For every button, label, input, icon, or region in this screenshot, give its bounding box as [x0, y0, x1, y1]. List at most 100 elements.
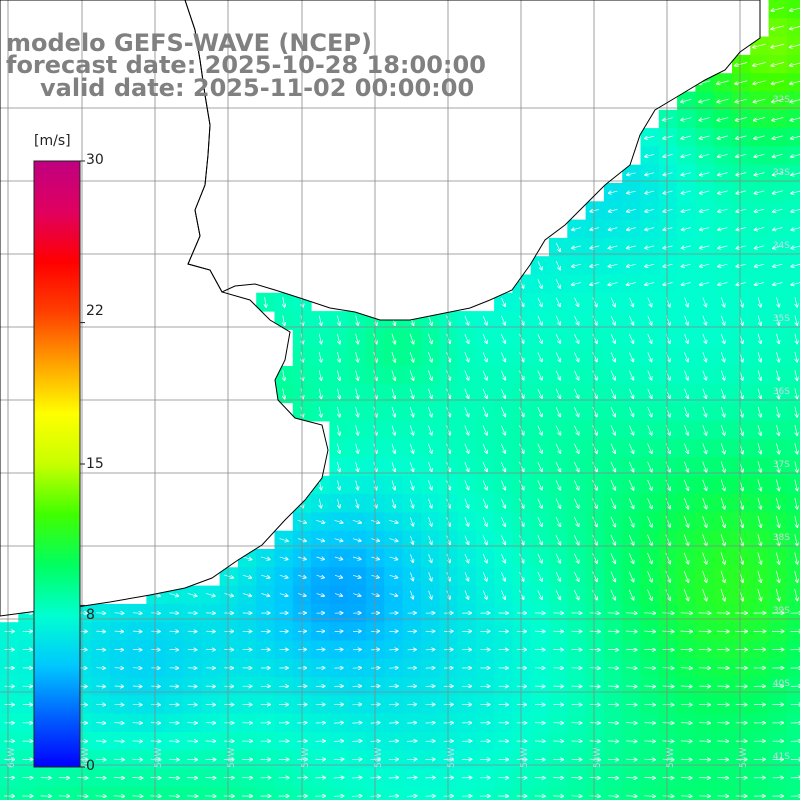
wind-vector — [644, 631, 655, 632]
wind-vector — [626, 796, 637, 797]
wind-vector — [680, 796, 692, 797]
wind-vector — [607, 778, 618, 779]
speed-cell — [402, 786, 422, 800]
wind-vector — [662, 723, 674, 724]
wind-vector — [389, 668, 398, 669]
wind-vector — [589, 668, 600, 669]
wind-vector — [626, 704, 636, 705]
wind-vector — [114, 686, 124, 687]
wind-vector — [132, 686, 142, 687]
wind-vector — [132, 704, 142, 705]
lon-label: 59W — [154, 748, 164, 768]
wind-vector — [680, 723, 692, 724]
speed-cell — [567, 786, 587, 800]
wind-vector — [680, 686, 692, 687]
wind-vector — [625, 613, 637, 614]
speed-cell — [695, 786, 715, 800]
colorbar-tick-15: 15 — [86, 456, 104, 472]
lon-label: 54W — [520, 748, 530, 768]
wind-vector — [333, 741, 343, 742]
speed-cell — [732, 786, 751, 800]
wind-vector — [589, 704, 600, 705]
wind-vector — [644, 686, 655, 687]
speed-cell — [457, 786, 477, 800]
speed-cell — [750, 786, 770, 800]
wind-vector — [113, 796, 124, 797]
wind-vector — [626, 723, 636, 724]
wind-vector — [626, 668, 637, 669]
wind-vector — [388, 796, 399, 797]
wind-vector — [351, 796, 362, 797]
wind-vector — [95, 796, 106, 797]
wind-vector — [680, 668, 692, 669]
speed-cell — [164, 786, 184, 800]
wind-vector — [589, 631, 600, 632]
wind-vector — [589, 649, 600, 650]
lat-label: 36S — [773, 387, 790, 397]
wind-vector — [168, 759, 179, 760]
wind-vector — [132, 613, 142, 614]
speed-cell — [347, 786, 367, 800]
wind-vector — [96, 686, 105, 687]
wind-vector — [132, 759, 142, 760]
speed-cell — [91, 786, 111, 800]
wind-vector — [388, 704, 398, 705]
wind-vector — [133, 668, 141, 669]
lat-label: 39S — [773, 606, 790, 616]
wind-vector — [662, 613, 673, 614]
wind-vector — [389, 649, 397, 650]
wind-vector — [389, 686, 398, 687]
colorbar-tick-30: 30 — [86, 152, 104, 168]
speed-cell — [786, 0, 800, 19]
wind-vector — [95, 759, 106, 760]
wind-vector — [352, 704, 362, 705]
wind-vector — [644, 649, 655, 650]
speed-cell — [549, 786, 568, 800]
speed-cell — [786, 347, 800, 367]
speed-cell — [786, 183, 800, 202]
wind-vector — [644, 723, 655, 724]
wind-vector — [680, 778, 692, 779]
speed-cell — [256, 786, 275, 800]
speed-cell — [329, 786, 349, 800]
wind-vector — [95, 741, 106, 742]
wind-vector — [96, 704, 105, 705]
wind-vector — [96, 649, 105, 650]
speed-cell — [713, 786, 733, 800]
lon-label: 52W — [666, 748, 676, 768]
wind-vector — [680, 759, 692, 760]
speed-cell — [786, 292, 800, 312]
wind-vector — [114, 741, 124, 742]
wind-vector — [607, 723, 618, 724]
lon-label: 58W — [227, 748, 237, 768]
speed-cell — [786, 567, 800, 587]
speed-cell — [109, 786, 129, 800]
wind-vector — [150, 778, 161, 779]
speed-cell — [786, 18, 800, 38]
speed-cell — [146, 786, 166, 800]
speed-cell — [640, 786, 660, 800]
lat-label: 35S — [773, 314, 790, 324]
wind-vector — [352, 778, 362, 779]
wind-vector — [407, 759, 416, 760]
wind-vector — [132, 778, 142, 779]
wind-vector — [607, 613, 619, 614]
wind-vector — [352, 723, 361, 724]
lon-label: 51W — [739, 748, 749, 768]
wind-vector — [607, 686, 618, 687]
wind-vector — [662, 649, 673, 650]
speed-cell — [786, 366, 800, 385]
wind-vector — [114, 759, 124, 760]
wind-vector — [662, 704, 674, 705]
speed-cell — [128, 786, 147, 800]
wind-vector — [626, 778, 637, 779]
wind-vector — [589, 723, 600, 724]
colorbar-tick-0: 0 — [86, 758, 95, 774]
wind-vector — [352, 686, 362, 687]
wind-vector — [607, 741, 618, 742]
wind-vector — [333, 778, 344, 779]
lat-label: 33S — [773, 168, 790, 178]
wind-vector — [95, 778, 106, 779]
lat-label: 32S — [773, 95, 790, 105]
